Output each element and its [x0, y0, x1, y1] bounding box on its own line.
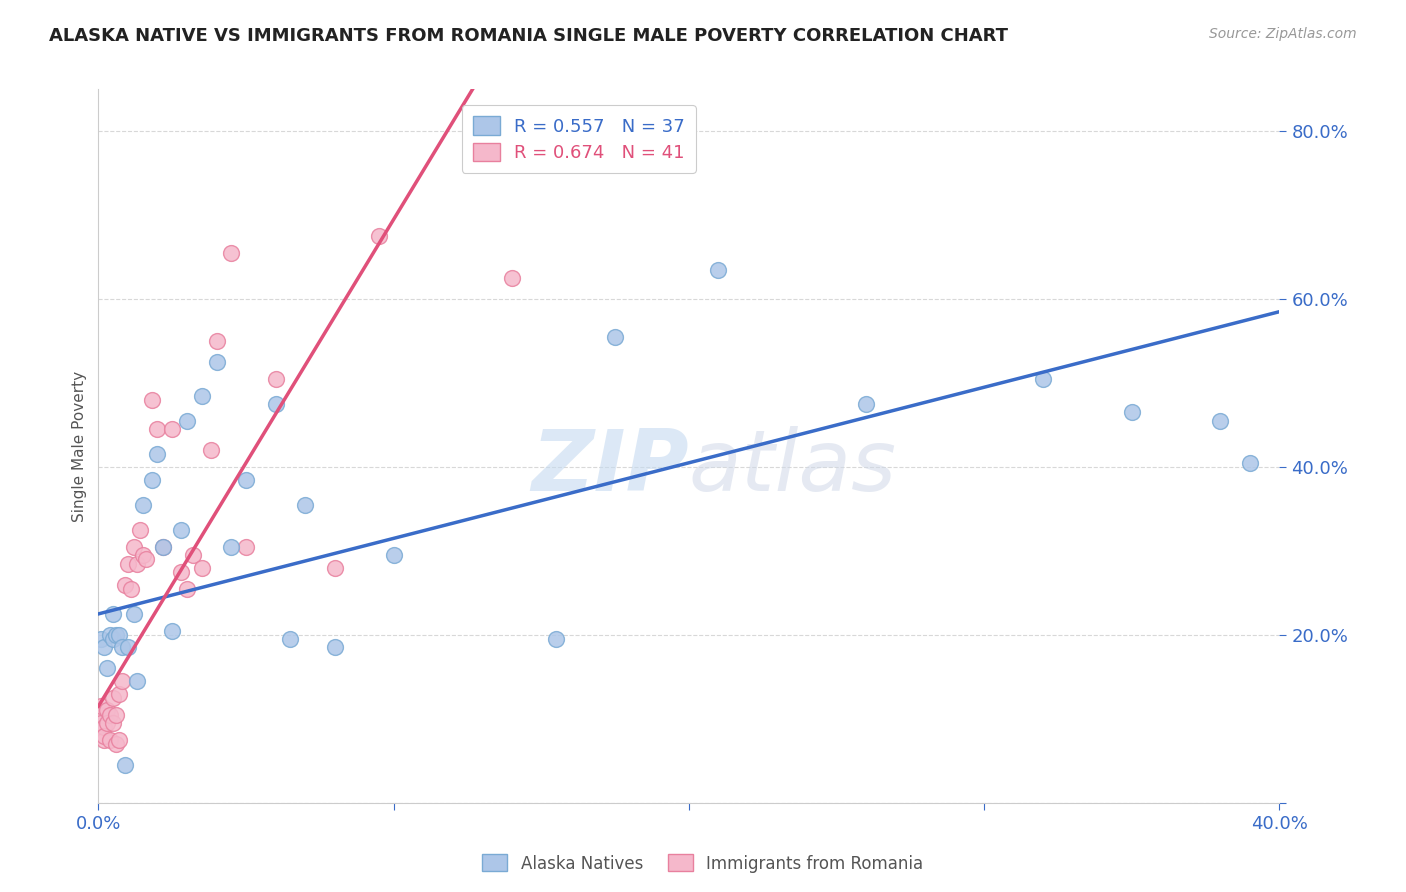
Point [125, 557, 148, 571]
Point [1121, 405, 1143, 419]
Point [108, 732, 131, 747]
Point [221, 540, 243, 554]
Point [135, 552, 157, 566]
Point [235, 473, 257, 487]
Point [170, 565, 193, 579]
Point [93, 732, 115, 747]
Point [176, 582, 198, 596]
Point [98, 732, 121, 747]
Point [105, 707, 128, 722]
Point [93, 720, 115, 734]
Point [181, 548, 204, 562]
Point [162, 624, 183, 638]
Point [103, 632, 125, 646]
Point [146, 422, 169, 436]
Point [90, 707, 112, 722]
Point [191, 560, 214, 574]
Point [323, 560, 346, 574]
Point [103, 716, 125, 731]
Point [707, 262, 730, 277]
Point [117, 640, 139, 655]
Point [111, 640, 134, 655]
Point [221, 246, 243, 260]
Point [264, 372, 287, 386]
Point [1209, 414, 1232, 428]
Point [146, 447, 169, 461]
Point [280, 632, 302, 646]
Point [368, 229, 391, 244]
Point [96, 661, 118, 675]
Point [176, 414, 198, 428]
Point [170, 523, 193, 537]
Point [132, 548, 155, 562]
Point [235, 540, 257, 554]
Point [264, 397, 287, 411]
Point [323, 640, 346, 655]
Point [90, 632, 112, 646]
Point [546, 632, 568, 646]
Point [114, 577, 136, 591]
Point [382, 548, 405, 562]
Legend: Alaska Natives, Immigrants from Romania: Alaska Natives, Immigrants from Romania [475, 847, 931, 880]
Point [1239, 456, 1261, 470]
Point [122, 540, 145, 554]
Point [855, 397, 877, 411]
Point [141, 392, 163, 407]
Point [501, 271, 523, 285]
Point [152, 540, 174, 554]
Point [105, 737, 128, 751]
Point [96, 716, 118, 731]
Legend: R = 0.557   N = 37, R = 0.674   N = 41: R = 0.557 N = 37, R = 0.674 N = 41 [461, 105, 696, 173]
Point [152, 540, 174, 554]
Point [93, 729, 115, 743]
Point [90, 699, 112, 714]
Point [122, 607, 145, 621]
Point [98, 707, 121, 722]
Text: ZIP: ZIP [531, 425, 689, 509]
Point [141, 473, 163, 487]
Point [117, 557, 139, 571]
Point [294, 498, 316, 512]
Point [205, 334, 228, 348]
Point [93, 640, 115, 655]
Point [191, 389, 214, 403]
Point [114, 758, 136, 772]
Point [108, 628, 131, 642]
Text: Source: ZipAtlas.com: Source: ZipAtlas.com [1209, 27, 1357, 41]
Text: atlas: atlas [689, 425, 897, 509]
Point [105, 628, 128, 642]
Text: ALASKA NATIVE VS IMMIGRANTS FROM ROMANIA SINGLE MALE POVERTY CORRELATION CHART: ALASKA NATIVE VS IMMIGRANTS FROM ROMANIA… [49, 27, 1008, 45]
Point [90, 716, 112, 731]
Point [132, 498, 155, 512]
Point [200, 443, 222, 458]
Point [96, 703, 118, 717]
Point [103, 607, 125, 621]
Point [128, 523, 150, 537]
Point [605, 330, 627, 344]
Point [120, 582, 142, 596]
Point [108, 687, 131, 701]
Y-axis label: Single Male Poverty: Single Male Poverty [72, 370, 87, 522]
Point [103, 690, 125, 705]
Point [125, 674, 148, 689]
Point [98, 628, 121, 642]
Point [205, 355, 228, 369]
Point [111, 674, 134, 689]
Point [1032, 372, 1054, 386]
Point [162, 422, 183, 436]
